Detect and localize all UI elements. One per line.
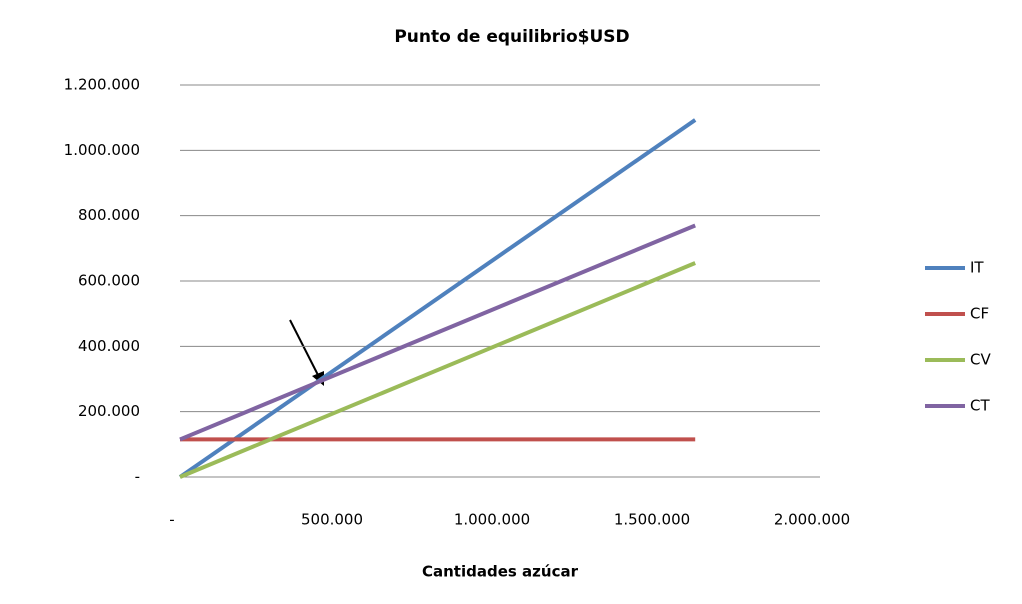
legend-label: CV [970,351,991,369]
legend-label: CF [970,305,989,323]
x-axis-label: Cantidades azúcar [422,563,579,581]
x-tick-label: - [169,511,174,529]
series-line [178,118,697,479]
x-tick-label: 2.000.000 [774,511,850,529]
y-tick-label: 600.000 [78,272,140,290]
series-line [179,223,696,442]
legend-label: CT [970,397,990,415]
y-tick-label: - [135,468,140,486]
y-tick-label: 200.000 [78,402,140,420]
x-tick-label: 1.000.000 [454,511,530,529]
legend-label: IT [970,259,984,277]
x-tick-label: 500.000 [301,511,363,529]
x-tick-label: 1.500.000 [614,511,690,529]
y-tick-label: 1.200.000 [64,76,140,94]
annotation-arrow [289,319,324,386]
y-tick-label: 1.000.000 [64,141,140,159]
y-tick-label: 400.000 [78,337,140,355]
y-tick-label: 800.000 [78,206,140,224]
series-line [179,261,696,479]
chart-title: Punto de equilibrio$USD [394,27,629,47]
